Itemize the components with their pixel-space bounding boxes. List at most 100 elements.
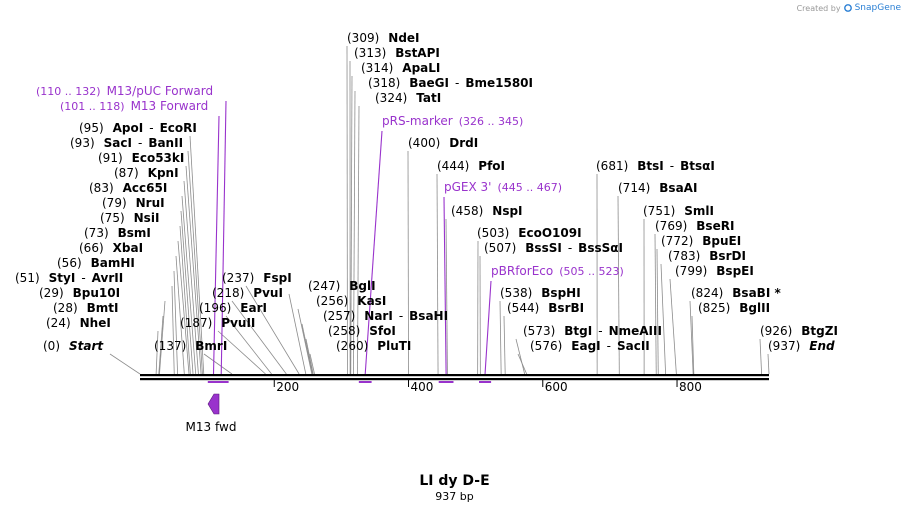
site-position: (799)	[675, 264, 707, 278]
site-name: BglI	[349, 279, 375, 293]
site-name: BsrDI	[709, 249, 746, 263]
site-kpni[interactable]: (87) KpnI	[114, 166, 179, 180]
site-name: BtsI	[637, 159, 664, 173]
site-bseri[interactable]: (769) BseRI	[655, 219, 734, 233]
site-position: (79)	[102, 196, 127, 210]
site-bmri[interactable]: (137) BmrI	[154, 339, 227, 353]
site-bpuei[interactable]: (772) BpuEI	[661, 234, 741, 248]
feature-bar-m13-puc-forward[interactable]	[213, 381, 229, 383]
feature-pgex-3[interactable]: pGEX 3' (445 .. 467)	[444, 180, 562, 194]
site-ecoo109i[interactable]: (503) EcoO109I	[477, 226, 582, 240]
leader-tati	[357, 105, 360, 375]
primer-label[interactable]: M13 fwd	[186, 420, 237, 434]
site-name: EcoO109I	[518, 226, 581, 240]
feature-range: (505 .. 523)	[559, 265, 624, 278]
site-apali[interactable]: (314) ApaLI	[361, 61, 440, 75]
site-start[interactable]: (0) Start	[43, 339, 104, 353]
site-pluti[interactable]: (260) PluTI	[336, 339, 411, 353]
site-eagi[interactable]: (576) EagI - SacII	[530, 339, 650, 353]
site-btgzi[interactable]: (926) BtgZI	[760, 324, 838, 338]
site-bglii[interactable]: (825) BglII	[698, 301, 770, 315]
site-name: BsaAI	[659, 181, 697, 195]
leader-bpuei	[656, 248, 659, 375]
site-end[interactable]: (937) End	[768, 339, 835, 353]
site-drdi[interactable]: (400) DrdI	[408, 136, 478, 150]
site-nsii[interactable]: (75) NsiI	[100, 211, 159, 225]
site-pvui[interactable]: (218) PvuI	[212, 286, 283, 300]
leader-apali	[350, 75, 353, 375]
site-nrui[interactable]: (79) NruI	[102, 196, 165, 210]
feature-leader-m13-puc-forward	[220, 100, 227, 375]
site-bsrbi[interactable]: (544) BsrBI	[507, 301, 584, 315]
leader-lines	[109, 45, 770, 375]
feature-bar-m13-forward[interactable]	[207, 381, 220, 383]
leader-pluti	[309, 353, 315, 375]
feature-bar-prs-marker[interactable]	[358, 381, 372, 383]
site-smli[interactable]: (751) SmlI	[643, 204, 714, 218]
site-name: Eco53kI	[132, 151, 185, 165]
site-name: BmrI	[195, 339, 227, 353]
site-position: (324)	[375, 91, 407, 105]
site-position: (51)	[15, 271, 40, 285]
feature-pbrforeco[interactable]: pBRforEco (505 .. 523)	[491, 264, 624, 278]
site-bsaai[interactable]: (714) BsaAI	[618, 181, 697, 195]
site-btgi[interactable]: (573) BtgI - NmeAIII	[523, 324, 662, 338]
site-xbai[interactable]: (66) XbaI	[79, 241, 143, 255]
site-bsssi[interactable]: (507) BssSI - BssSαI	[484, 241, 623, 255]
leader-nhei	[155, 330, 159, 375]
site-bpu10i[interactable]: (29) Bpu10I	[39, 286, 120, 300]
site-bmti[interactable]: (28) BmtI	[53, 301, 119, 315]
site-nhei[interactable]: (24) NheI	[46, 316, 111, 330]
leader-bseri	[654, 233, 657, 375]
site-tati[interactable]: (324) TatI	[375, 91, 441, 105]
site-bgli[interactable]: (247) BglI	[308, 279, 376, 293]
leader-start	[109, 353, 141, 375]
m13-fwd-primer-arrow[interactable]	[207, 393, 220, 415]
site-name: BstAPI	[395, 46, 440, 60]
leader-bgli	[288, 293, 307, 375]
site-eco53ki[interactable]: (91) Eco53kI	[98, 151, 184, 165]
site-bamhi[interactable]: (56) BamHI	[57, 256, 135, 270]
site-bsabi[interactable]: (824) BsaBI *	[691, 286, 781, 300]
site-name-separator: -	[399, 309, 403, 323]
site-ndei[interactable]: (309) NdeI	[347, 31, 420, 45]
credit-brand[interactable]: SnapGene	[854, 3, 901, 13]
site-sfoi[interactable]: (258) SfoI	[328, 324, 396, 338]
site-baegi[interactable]: (318) BaeGI - Bme1580I	[368, 76, 533, 90]
feature-prs-marker[interactable]: pRS-marker (326 .. 345)	[382, 114, 523, 128]
site-eari[interactable]: (196) EarI	[199, 301, 267, 315]
feature-m13-forward[interactable]: (101 .. 118) M13 Forward	[60, 99, 208, 113]
site-nari[interactable]: (257) NarI - BsaHI	[323, 309, 448, 323]
site-position: (75)	[100, 211, 125, 225]
site-name-2: AvrII	[92, 271, 124, 285]
feature-name: pGEX 3'	[444, 180, 491, 194]
site-nspi[interactable]: (458) NspI	[451, 204, 523, 218]
site-bstapi[interactable]: (313) BstAPI	[354, 46, 440, 60]
leader-kpni	[183, 180, 199, 375]
site-fspi[interactable]: (237) FspI	[222, 271, 292, 285]
leader-apoi	[189, 135, 205, 375]
site-position: (458)	[451, 204, 483, 218]
site-bsrdi[interactable]: (783) BsrDI	[668, 249, 746, 263]
site-position: (56)	[57, 256, 82, 270]
site-pvuii[interactable]: (187) PvuII	[180, 316, 255, 330]
site-kasi[interactable]: (256) KasI	[316, 294, 386, 308]
site-bsphi[interactable]: (538) BspHI	[500, 286, 581, 300]
site-pfoi[interactable]: (444) PfoI	[437, 159, 505, 173]
site-styi[interactable]: (51) StyI - AvrII	[15, 271, 123, 285]
site-acc65i[interactable]: (83) Acc65I	[89, 181, 167, 195]
site-position: (187)	[180, 316, 212, 330]
feature-bar-pgex-3[interactable]	[438, 381, 454, 383]
leader-bsabi	[689, 300, 694, 375]
feature-bar-pbrforeco[interactable]	[479, 381, 492, 383]
leader-bpu10i	[159, 300, 166, 375]
site-saci[interactable]: (93) SacI - BanII	[70, 136, 183, 150]
site-btsi[interactable]: (681) BtsI - BtsαI	[596, 159, 715, 173]
feature-range: (445 .. 467)	[497, 181, 562, 194]
site-position: (544)	[507, 301, 539, 315]
site-bsmi[interactable]: (73) BsmI	[84, 226, 151, 240]
site-bspei[interactable]: (799) BspEI	[675, 264, 754, 278]
feature-m13-puc-forward[interactable]: (110 .. 132) M13/pUC Forward	[36, 84, 213, 98]
site-position: (926)	[760, 324, 792, 338]
site-apoi[interactable]: (95) ApoI - EcoRI	[79, 121, 197, 135]
